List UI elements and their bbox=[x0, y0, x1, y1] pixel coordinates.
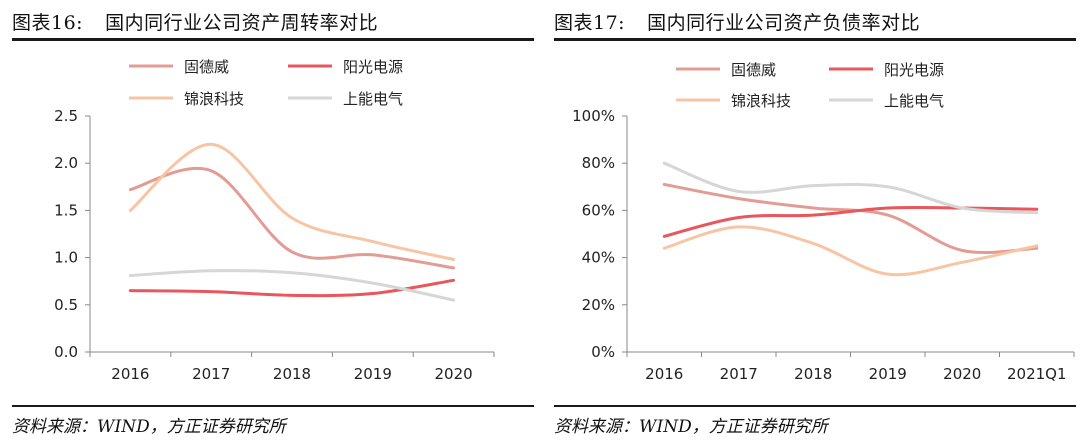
legend-label: 锦浪科技 bbox=[731, 92, 791, 110]
source-note: 资料来源：WIND，方正证券研究所 bbox=[554, 417, 828, 437]
top-rule bbox=[12, 38, 534, 41]
y-tick-label: 100% bbox=[572, 107, 615, 125]
x-tick-label: 2016 bbox=[111, 365, 149, 383]
y-tick-label: 0.5 bbox=[54, 296, 78, 314]
x-tick-label: 2021Q1 bbox=[1007, 365, 1067, 383]
y-tick-label: 0% bbox=[591, 343, 615, 361]
legend-label: 固德威 bbox=[731, 61, 776, 79]
x-tick-label: 2016 bbox=[645, 365, 683, 383]
debt-ratio-chart: 0% 20% 40% 60% 80% 100% 2016 2017 2018 2019 2020 20… bbox=[572, 61, 1075, 383]
x-tick-label: 2019 bbox=[354, 365, 392, 383]
x-tick-label: 2017 bbox=[720, 365, 758, 383]
chart-panel-asset-turnover: 图表16: 国内同行业公司资产周转率对比 0.0 0.5 1.0 1.5 2.0 2.5 20… bbox=[12, 0, 534, 447]
y-tick-label: 2.5 bbox=[54, 107, 78, 125]
x-tick-label: 2019 bbox=[869, 365, 907, 383]
x-tick-label: 2017 bbox=[192, 365, 230, 383]
y-tick-label: 40% bbox=[582, 249, 615, 267]
series-line-锦浪科技 bbox=[128, 142, 456, 261]
x-tick-label: 2018 bbox=[794, 365, 832, 383]
y-tick-label: 0.0 bbox=[54, 343, 78, 361]
x-tick-label: 2018 bbox=[273, 365, 311, 383]
series-line-固德威 bbox=[662, 182, 1039, 254]
top-rule bbox=[554, 38, 1076, 41]
legend-label: 上能电气 bbox=[343, 90, 403, 108]
x-tick-label: 2020 bbox=[435, 365, 473, 383]
y-tick-label: 1.0 bbox=[54, 249, 78, 267]
legend-label: 固德威 bbox=[184, 58, 229, 76]
figure-title: 图表16: 国内同行业公司资产周转率对比 bbox=[12, 8, 378, 35]
chart-title: 国内同行业公司资产负债率对比 bbox=[647, 12, 921, 34]
series-line-上能电气 bbox=[128, 269, 456, 302]
legend-label: 上能电气 bbox=[884, 92, 944, 110]
legend-label: 阳光电源 bbox=[343, 58, 403, 76]
y-tick-label: 60% bbox=[582, 201, 615, 219]
series-line-阳光电源 bbox=[662, 205, 1039, 238]
bottom-rule bbox=[12, 405, 534, 407]
y-tick-label: 80% bbox=[582, 154, 615, 172]
series-line-上能电气 bbox=[662, 161, 1039, 215]
y-tick-label: 1.5 bbox=[54, 201, 78, 219]
figure-title: 图表17: 国内同行业公司资产负债率对比 bbox=[554, 8, 920, 35]
x-tick-label: 2020 bbox=[943, 365, 981, 383]
series-line-固德威 bbox=[128, 166, 456, 270]
legend-label: 阳光电源 bbox=[884, 61, 944, 79]
figure-number: 图表16: bbox=[12, 12, 84, 34]
figure-number: 图表17: bbox=[554, 12, 626, 34]
source-note: 资料来源：WIND，方正证券研究所 bbox=[12, 417, 286, 437]
chart-panel-debt-ratio: 图表17: 国内同行业公司资产负债率对比 0% 20% 40% 60% 80% 100% 20… bbox=[554, 0, 1076, 447]
legend-label: 锦浪科技 bbox=[184, 90, 244, 108]
bottom-rule bbox=[554, 405, 1076, 407]
series-line-锦浪科技 bbox=[662, 225, 1039, 277]
y-tick-label: 20% bbox=[582, 296, 615, 314]
asset-turnover-chart: 0.0 0.5 1.0 1.5 2.0 2.5 2016 2017 2018 2019 2020 固德… bbox=[54, 58, 495, 383]
chart-title: 国内同行业公司资产周转率对比 bbox=[105, 12, 379, 34]
y-tick-label: 2.0 bbox=[54, 154, 78, 172]
